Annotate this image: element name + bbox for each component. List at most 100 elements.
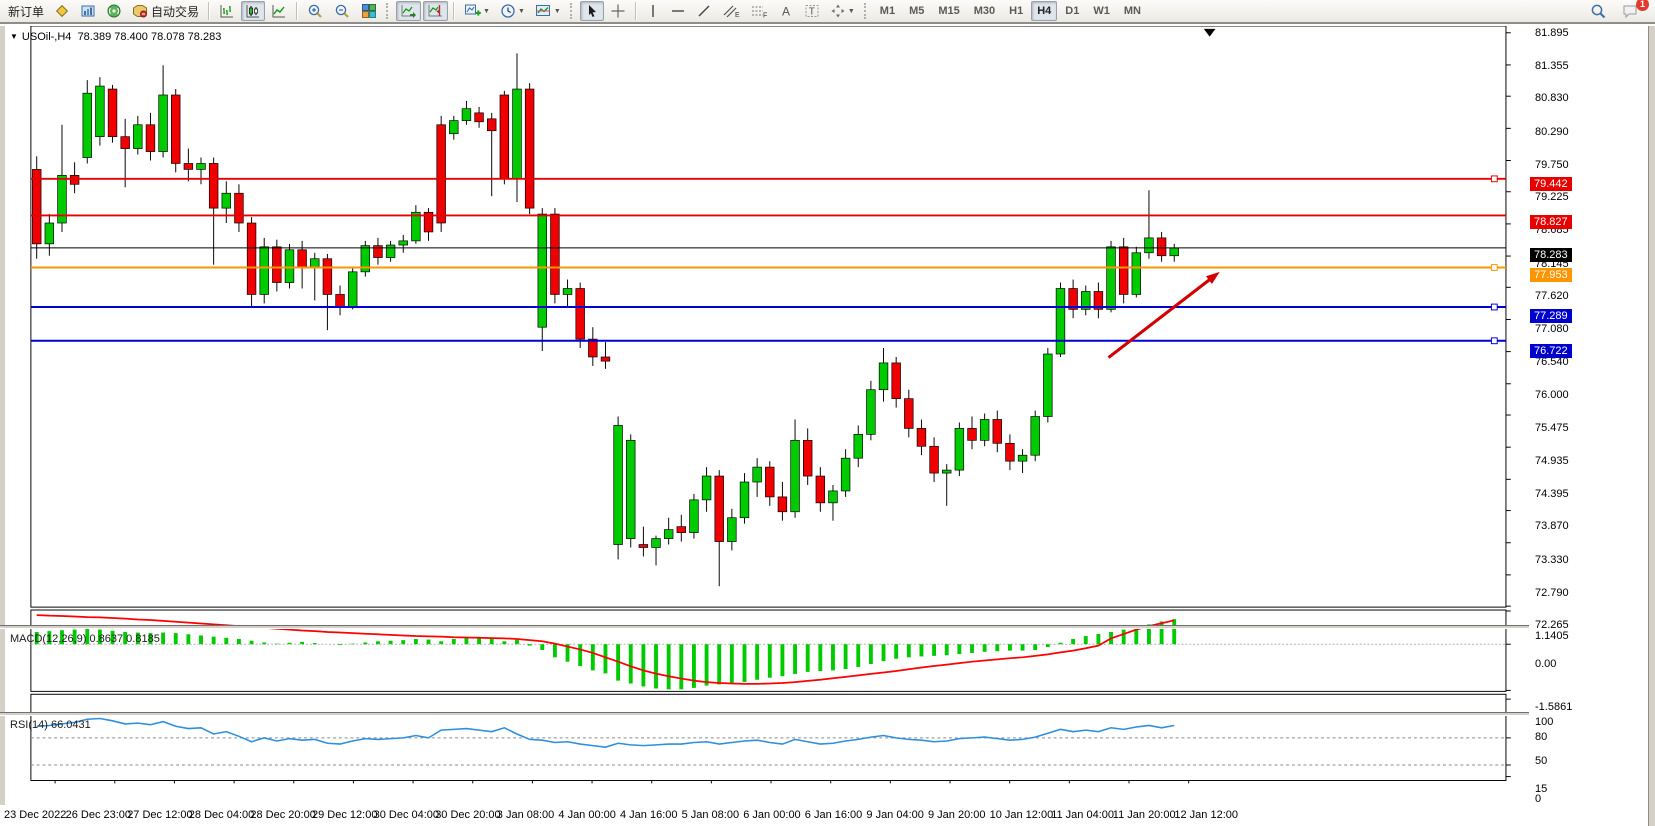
chart-canvas[interactable]: [0, 26, 1655, 826]
candle: [234, 192, 244, 224]
candle: [512, 88, 522, 179]
timeframe-button-w1[interactable]: W1: [1093, 5, 1110, 17]
candle: [284, 249, 295, 283]
candle: [550, 213, 560, 295]
candle: [626, 439, 636, 539]
price-tag: 78.283: [1530, 248, 1572, 263]
toolbar-separator: [208, 2, 211, 20]
zoom-in-button[interactable]: [303, 1, 328, 21]
macd-axis-label: 1.1405: [1535, 630, 1569, 642]
new-order-button[interactable]: 新订单: [8, 4, 45, 19]
candle: [499, 94, 510, 179]
line-handle[interactable]: [1490, 175, 1498, 183]
timeframe-button-m30[interactable]: M30: [973, 5, 996, 17]
cursor-icon: [588, 5, 596, 17]
candle: [82, 92, 92, 158]
time-label: 9 Jan 20:00: [928, 809, 986, 821]
tile-windows-icon: [362, 4, 377, 18]
panel-splitter[interactable]: [0, 625, 1648, 629]
autotrading-button[interactable]: 自动交易: [128, 1, 203, 21]
timeframe-button-h4[interactable]: H4: [1031, 1, 1058, 21]
notifications-button[interactable]: 1: [1618, 0, 1649, 21]
text-tool[interactable]: A: [774, 1, 798, 21]
price-tick: 73.330: [1535, 553, 1569, 566]
chart-shift-marker[interactable]: [1203, 28, 1216, 37]
time-axis[interactable]: 23 Dec 2022 26 Dec 23:00 27 Dec 12:00 28 De…: [0, 805, 1648, 826]
candle: [322, 258, 333, 295]
signals-button[interactable]: [102, 1, 126, 21]
search-button[interactable]: [1586, 1, 1611, 21]
line-handle[interactable]: [1490, 264, 1498, 271]
toolbar-separator: [634, 2, 637, 20]
svg-text:F: F: [763, 13, 767, 20]
chart-shift-button[interactable]: [423, 1, 449, 21]
candle: [373, 245, 383, 258]
candle: [802, 439, 813, 477]
candle: [600, 356, 611, 362]
rsi-axis-label: 100: [1535, 716, 1554, 728]
candle: [272, 246, 282, 283]
fibonacci-tool[interactable]: F: [746, 1, 772, 21]
templates-button[interactable]: ▼: [531, 1, 565, 21]
line-chart-button[interactable]: [267, 1, 291, 21]
vertical-line-tool[interactable]: [642, 1, 664, 21]
candle: [676, 526, 686, 533]
bar-chart-button[interactable]: [215, 1, 239, 21]
trendline-tool[interactable]: [692, 1, 716, 21]
candle: [524, 88, 535, 209]
toolbar-drag-handle[interactable]: [386, 3, 391, 19]
chevron-down-icon: ▼: [517, 7, 525, 15]
zoom-out-button[interactable]: [330, 1, 355, 21]
time-label: 28 Dec 04:00: [188, 809, 255, 821]
time-label: 4 Jan 00:00: [558, 809, 616, 821]
collapse-triangle-icon[interactable]: ▼: [10, 32, 18, 41]
crosshair-icon: [611, 4, 625, 18]
channel-icon: E: [723, 5, 740, 19]
time-label: 30 Dec 04:00: [373, 809, 440, 821]
candle: [246, 222, 257, 295]
line-chart-icon: [272, 5, 286, 18]
panel-splitter[interactable]: [0, 712, 1648, 716]
time-label: 26 Dec 23:00: [65, 809, 132, 821]
candle: [992, 419, 1002, 444]
candle: [1030, 416, 1040, 456]
price-axis[interactable]: 81.895 81.355 80.830 80.290 79.750 79.225 78.6…: [1529, 26, 1648, 826]
candle: [701, 475, 712, 501]
line-handle[interactable]: [1490, 303, 1498, 311]
time-label: 11 Jan 04:00: [1051, 809, 1114, 821]
toolbar-drag-handle[interactable]: [569, 3, 575, 19]
new-order-diamond-icon[interactable]: [50, 1, 74, 21]
timeframe-button-d1[interactable]: D1: [1065, 5, 1080, 17]
crosshair-button[interactable]: [606, 1, 630, 21]
time-label: 6 Jan 00:00: [743, 809, 801, 821]
timeframe-button-m1[interactable]: M1: [879, 5, 896, 17]
periods-button[interactable]: ▼: [496, 1, 529, 21]
line-handle[interactable]: [1490, 337, 1498, 345]
price-tick: 80.830: [1535, 92, 1569, 105]
market-watch-button[interactable]: [76, 1, 100, 21]
equidistant-channel-tool[interactable]: E: [718, 1, 744, 21]
arrows-tool[interactable]: ▼: [826, 1, 859, 21]
candlestick-chart-button[interactable]: [241, 1, 266, 21]
candle: [904, 398, 914, 429]
candle: [967, 428, 977, 441]
timeframe-button-m15[interactable]: M15: [938, 5, 960, 17]
candle: [1043, 353, 1053, 417]
candlestick-icon: [246, 5, 260, 18]
arrows-icon: [831, 4, 845, 18]
toolbar-drag-handle[interactable]: [863, 3, 869, 19]
tile-windows-button[interactable]: [357, 1, 381, 21]
horizontal-line-icon: [671, 10, 684, 12]
auto-scroll-button[interactable]: [396, 1, 422, 21]
chevron-down-icon: ▼: [847, 7, 855, 15]
timeframe-button-m5[interactable]: M5: [909, 5, 925, 17]
text-label-tool[interactable]: T: [800, 1, 824, 21]
horizontal-line-tool[interactable]: [666, 1, 690, 21]
template-icon: [535, 5, 550, 16]
candle: [335, 294, 345, 307]
add-indicator-button[interactable]: ▼: [460, 1, 494, 21]
trend-arrow-line[interactable]: [1107, 276, 1214, 359]
timeframe-button-mn[interactable]: MN: [1123, 5, 1141, 17]
cursor-button[interactable]: [579, 1, 604, 21]
timeframe-button-h1[interactable]: H1: [1009, 5, 1024, 17]
